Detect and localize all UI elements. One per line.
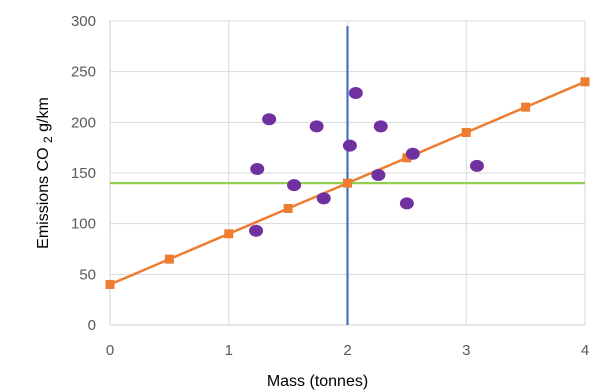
tick-labels: 0 50 100 150 200 250 300 0 1 2 3 4 — [71, 13, 589, 359]
x-tick-label: 0 — [106, 342, 114, 359]
y-tick-label: 150 — [71, 165, 96, 182]
scatter-point — [469, 159, 484, 172]
scatter-point — [287, 179, 302, 192]
scatter-series — [249, 86, 484, 237]
x-tick-label: 3 — [462, 342, 470, 359]
scatter-point — [316, 192, 331, 205]
trend-square-marker — [105, 279, 115, 289]
trend-square-marker — [164, 254, 174, 264]
scatter-point — [342, 139, 357, 152]
y-axis-title-suffix: g/km — [35, 97, 52, 132]
trend-square-marker — [521, 102, 531, 112]
trend-square-marker — [224, 229, 234, 239]
trend-square-marker — [283, 203, 293, 213]
trend-square-marker — [402, 153, 412, 163]
y-tick-label: 100 — [71, 216, 96, 233]
x-tick-label: 2 — [343, 342, 351, 359]
trend-line-series — [105, 77, 590, 289]
scatter-point — [250, 162, 265, 175]
x-tick-label: 1 — [225, 342, 233, 359]
scatter-point — [399, 197, 414, 210]
y-axis-title-subscript: 2 — [41, 136, 55, 143]
y-tick-label: 50 — [79, 266, 96, 283]
y-tick-label: 200 — [71, 114, 96, 131]
scatter-point — [371, 169, 386, 182]
y-axis-title-main: Emissions CO — [35, 147, 52, 248]
scatter-point — [348, 86, 363, 99]
scatter-point — [262, 113, 277, 126]
scatter-point — [249, 224, 264, 237]
y-tick-label: 0 — [88, 317, 96, 334]
x-axis-title: Mass (tonnes) — [267, 373, 368, 390]
scatter-point — [373, 120, 388, 133]
trend-square-marker — [580, 77, 590, 87]
trend-square-marker — [343, 178, 352, 188]
y-axis-title: Emissions CO 2 g/km — [35, 97, 56, 249]
scatter-point — [309, 120, 324, 133]
y-tick-label: 300 — [71, 13, 96, 30]
scatter-point — [405, 147, 420, 160]
reference-lines — [110, 26, 585, 325]
x-tick-label: 4 — [581, 342, 589, 359]
y-tick-label: 250 — [71, 64, 96, 81]
trend-square-marker — [461, 127, 471, 137]
